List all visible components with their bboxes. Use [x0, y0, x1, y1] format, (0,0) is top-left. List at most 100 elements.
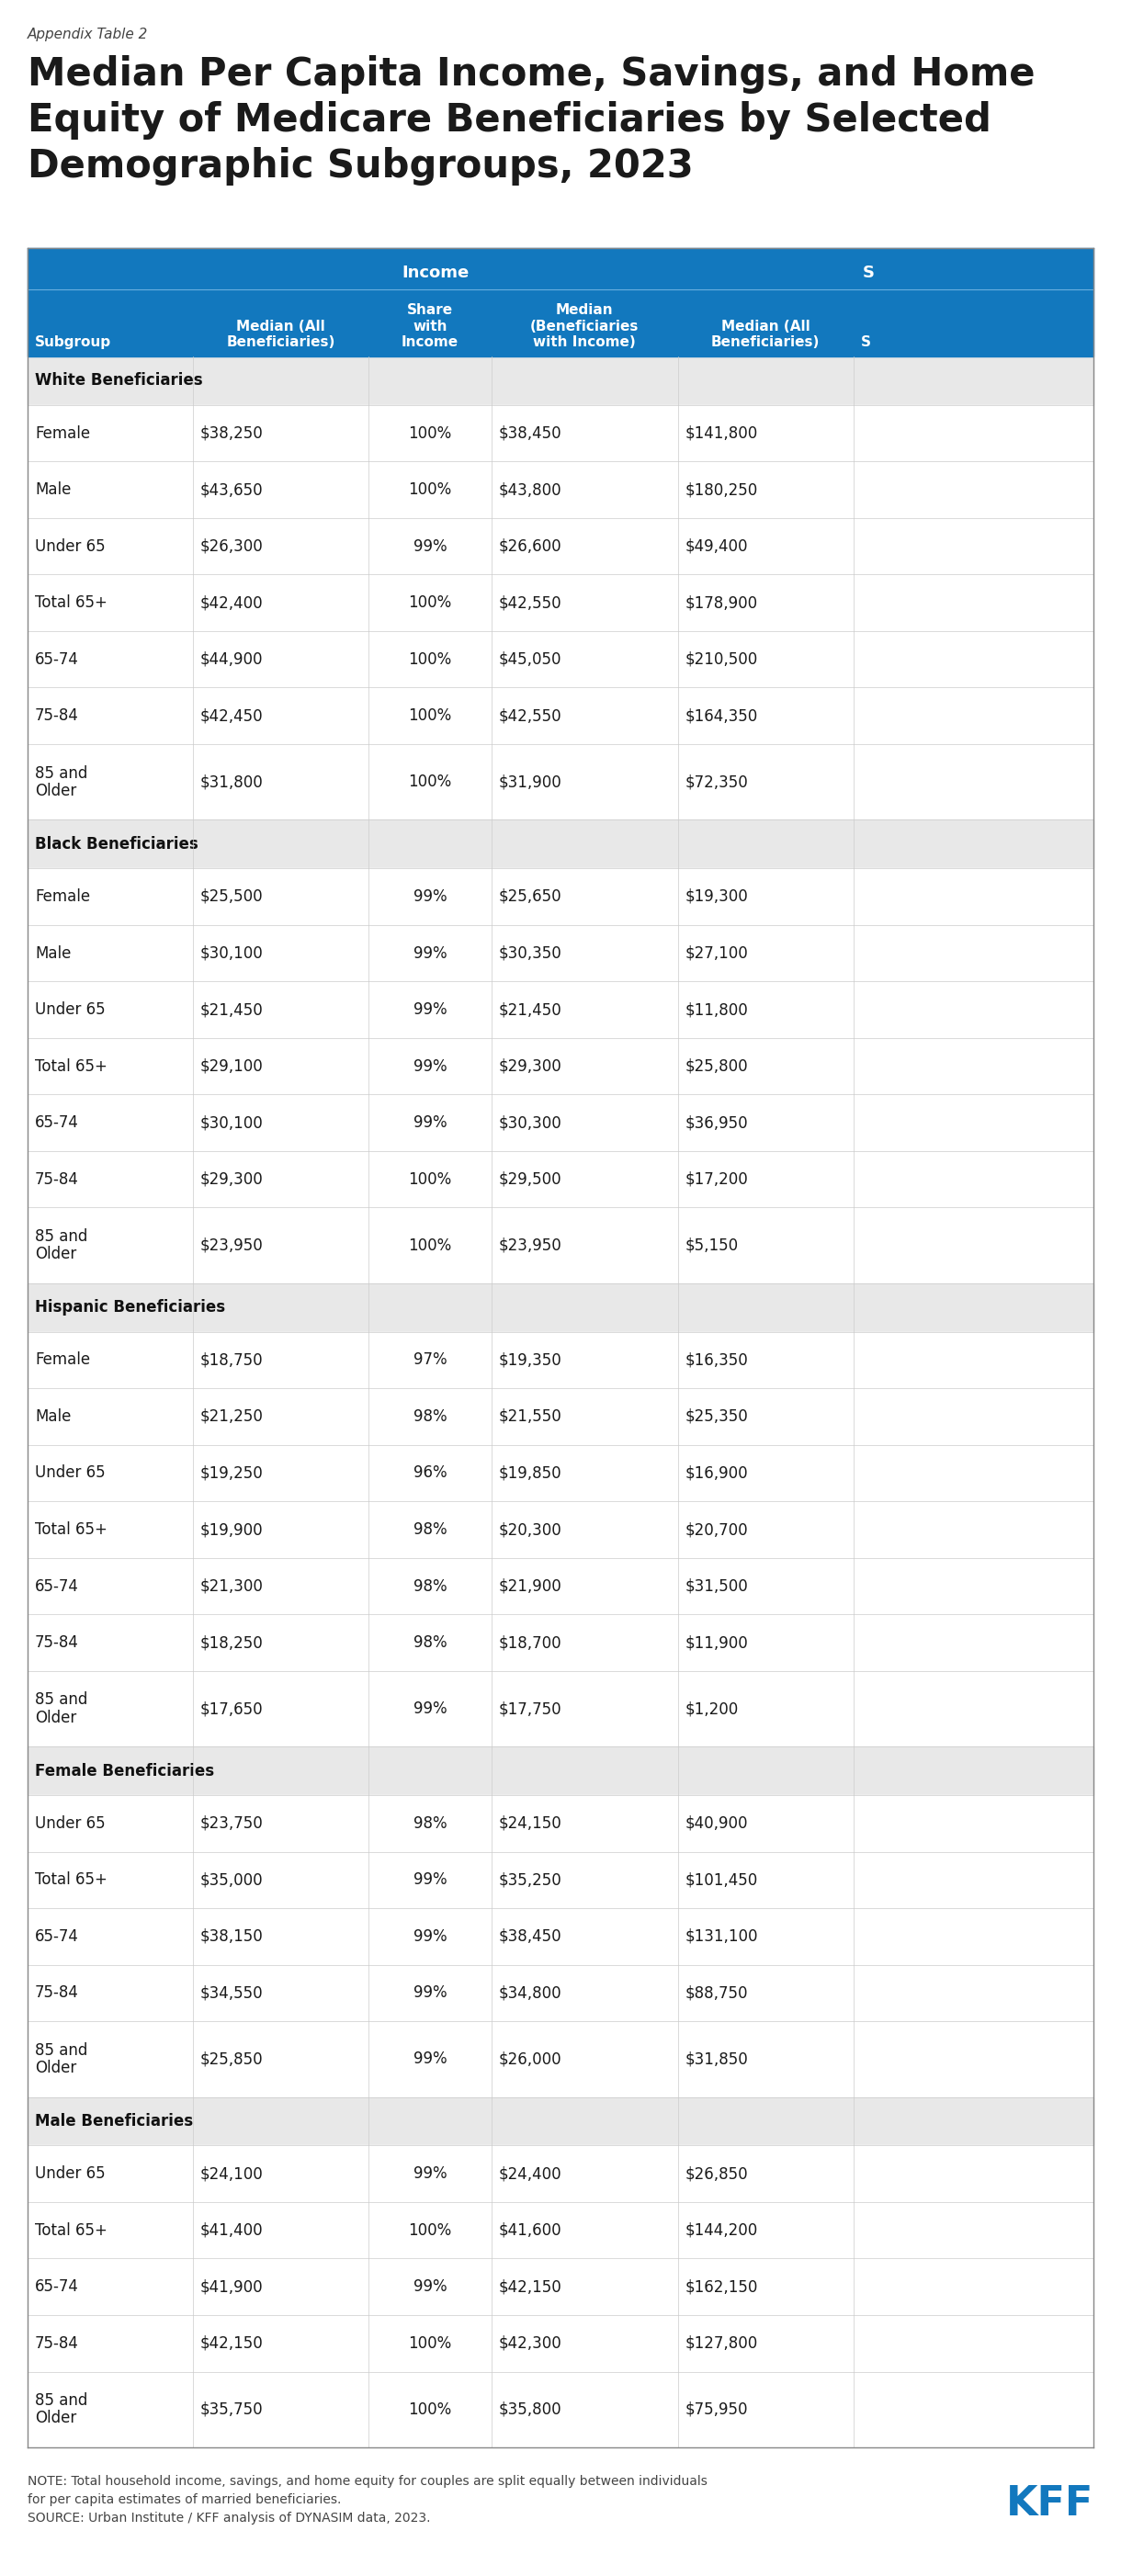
Text: $180,250: $180,250: [685, 482, 758, 497]
Bar: [28, 2202, 1093, 2259]
Text: for per capita estimates of married beneficiaries.: for per capita estimates of married bene…: [28, 2494, 341, 2506]
Text: $49,400: $49,400: [685, 538, 748, 554]
Bar: [28, 1208, 1093, 1283]
Bar: [28, 868, 1093, 925]
Text: $19,900: $19,900: [201, 1522, 263, 1538]
Text: $21,250: $21,250: [201, 1409, 263, 1425]
Text: 96%: 96%: [414, 1466, 447, 1481]
Text: Female: Female: [35, 889, 90, 904]
Text: $24,400: $24,400: [499, 2166, 562, 2182]
Text: 99%: 99%: [414, 1873, 447, 1888]
Text: $26,300: $26,300: [201, 538, 263, 554]
Text: 100%: 100%: [408, 595, 452, 611]
Text: $19,250: $19,250: [201, 1466, 263, 1481]
Text: $42,400: $42,400: [201, 595, 263, 611]
Text: 98%: 98%: [414, 1633, 447, 1651]
Text: 100%: 100%: [408, 2401, 452, 2419]
Text: $43,800: $43,800: [499, 482, 562, 497]
Text: 100%: 100%: [408, 652, 452, 667]
Bar: [28, 1672, 1093, 1747]
Text: 65-74: 65-74: [35, 2280, 78, 2295]
Text: $38,450: $38,450: [499, 425, 562, 440]
Bar: [28, 1038, 1093, 1095]
Text: $26,000: $26,000: [499, 2050, 562, 2069]
Text: $40,900: $40,900: [685, 1816, 748, 1832]
Text: Median
(Beneficiaries
with Income): Median (Beneficiaries with Income): [530, 304, 639, 350]
Text: $17,200: $17,200: [685, 1172, 749, 1188]
Text: $24,100: $24,100: [201, 2166, 263, 2182]
Text: $29,300: $29,300: [201, 1172, 263, 1188]
Text: $17,750: $17,750: [499, 1700, 562, 1718]
Bar: [28, 1332, 1093, 1388]
Text: 99%: 99%: [414, 889, 447, 904]
Text: $41,400: $41,400: [201, 2223, 263, 2239]
Text: $43,650: $43,650: [201, 482, 263, 497]
Bar: [28, 2259, 1093, 2316]
Text: $25,500: $25,500: [201, 889, 263, 904]
Bar: [28, 518, 1093, 574]
Text: S: S: [863, 265, 874, 281]
Bar: [28, 2316, 1093, 2372]
Text: Under 65: Under 65: [35, 1816, 105, 1832]
Text: Black Beneficiaries: Black Beneficiaries: [35, 835, 198, 853]
Text: $25,800: $25,800: [685, 1059, 748, 1074]
Bar: [28, 461, 1093, 518]
Text: Under 65: Under 65: [35, 1466, 105, 1481]
Text: 65-74: 65-74: [35, 1115, 78, 1131]
Text: 99%: 99%: [414, 1984, 447, 2002]
Text: 65-74: 65-74: [35, 1929, 78, 1945]
Text: Median Per Capita Income, Savings, and Home
Equity of Medicare Beneficiaries by : Median Per Capita Income, Savings, and H…: [28, 54, 1035, 185]
Text: 85 and
Older: 85 and Older: [35, 1229, 87, 1262]
Text: 100%: 100%: [408, 773, 452, 791]
Text: $30,100: $30,100: [201, 1115, 263, 1131]
Text: Total 65+: Total 65+: [35, 1059, 108, 1074]
Text: $26,850: $26,850: [685, 2166, 748, 2182]
Bar: [28, 1965, 1093, 2022]
Bar: [28, 744, 1093, 819]
Text: $30,100: $30,100: [201, 945, 263, 961]
Text: Appendix Table 2: Appendix Table 2: [28, 28, 148, 41]
Text: $38,450: $38,450: [499, 1929, 562, 1945]
Text: 65-74: 65-74: [35, 652, 78, 667]
Text: $127,800: $127,800: [685, 2334, 758, 2352]
Text: $23,750: $23,750: [201, 1816, 263, 1832]
Text: $21,550: $21,550: [499, 1409, 562, 1425]
Text: 100%: 100%: [408, 482, 452, 497]
Text: $162,150: $162,150: [685, 2280, 758, 2295]
Text: 100%: 100%: [408, 1172, 452, 1188]
Text: $20,300: $20,300: [499, 1522, 562, 1538]
Text: $42,550: $42,550: [499, 708, 562, 724]
Text: $16,900: $16,900: [685, 1466, 748, 1481]
Text: Female Beneficiaries: Female Beneficiaries: [35, 1762, 214, 1780]
Text: $17,650: $17,650: [201, 1700, 263, 1718]
Text: $42,150: $42,150: [499, 2280, 562, 2295]
Bar: [28, 1558, 1093, 1615]
Text: $11,800: $11,800: [685, 1002, 749, 1018]
Text: Share
with
Income: Share with Income: [401, 304, 458, 350]
Text: 99%: 99%: [414, 2050, 447, 2069]
Text: 99%: 99%: [414, 2280, 447, 2295]
Text: $41,900: $41,900: [201, 2280, 263, 2295]
Bar: [28, 688, 1093, 744]
Text: $18,700: $18,700: [499, 1633, 562, 1651]
Text: $21,450: $21,450: [201, 1002, 263, 1018]
Bar: [28, 1615, 1093, 1672]
Text: $210,500: $210,500: [685, 652, 758, 667]
Text: $27,100: $27,100: [685, 945, 749, 961]
Bar: [28, 1151, 1093, 1208]
Text: 75-84: 75-84: [35, 2334, 78, 2352]
Bar: [28, 404, 1093, 461]
Text: $38,150: $38,150: [201, 1929, 263, 1945]
Text: $20,700: $20,700: [685, 1522, 748, 1538]
Text: 98%: 98%: [414, 1816, 447, 1832]
Text: $38,250: $38,250: [201, 425, 263, 440]
Text: $41,600: $41,600: [499, 2223, 562, 2239]
Text: 100%: 100%: [408, 2334, 452, 2352]
Text: $35,800: $35,800: [499, 2401, 562, 2419]
Bar: [28, 981, 1093, 1038]
Text: $19,850: $19,850: [499, 1466, 562, 1481]
Text: $72,350: $72,350: [685, 773, 749, 791]
Text: 99%: 99%: [414, 1929, 447, 1945]
Text: Subgroup: Subgroup: [35, 335, 111, 350]
Text: $25,350: $25,350: [685, 1409, 749, 1425]
